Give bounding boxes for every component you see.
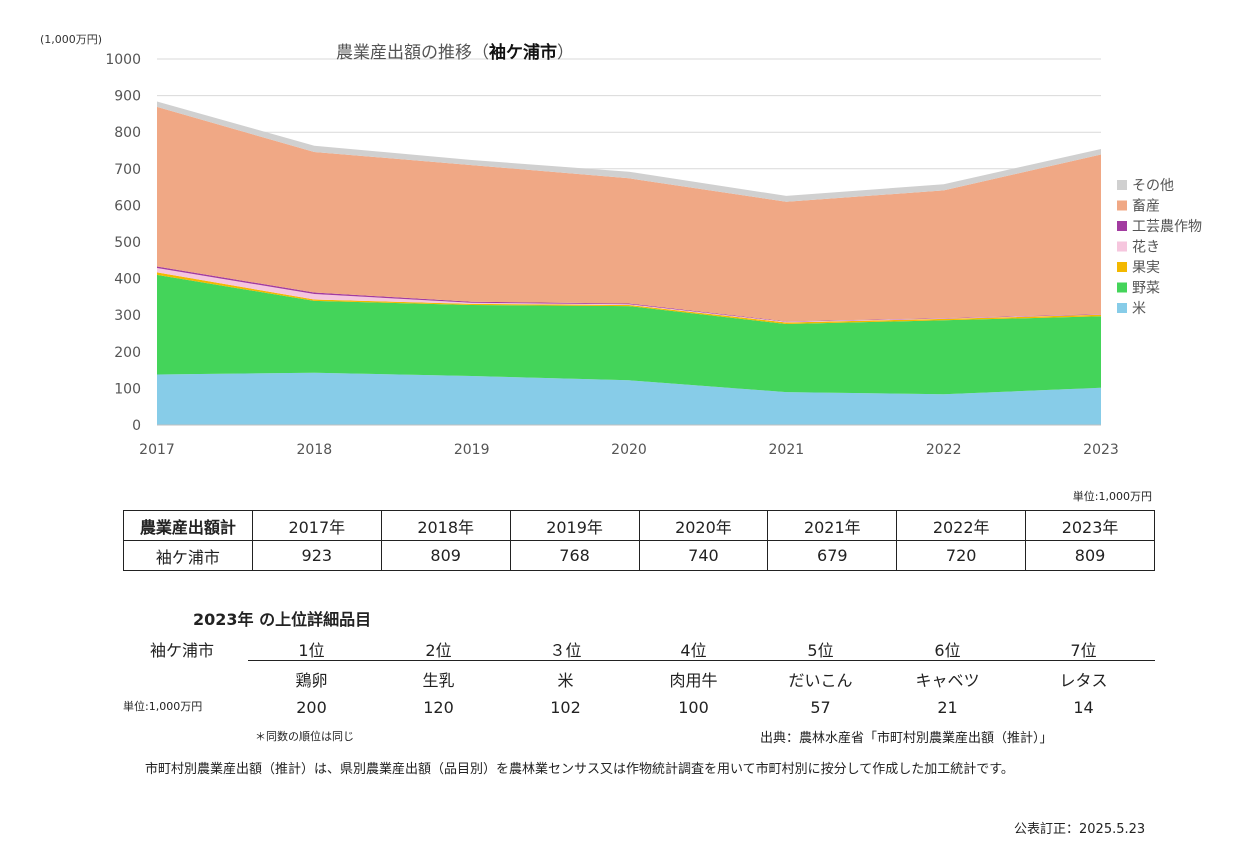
totals-table: 農業産出額計 2017年 2018年 2019年 2020年 2021年 202… [123, 510, 1155, 571]
x-tick-label: 2022 [926, 442, 962, 458]
year-header: 2018年 [380, 510, 511, 541]
published-date: 公表訂正：2025.5.23 [1014, 822, 1146, 837]
chart-title: 農業産出額の推移（袖ケ浦市） [336, 38, 574, 63]
area-chart: 0 100 200 300 400 500 600 700 800 900 1000 2017 2018… [105, 52, 1202, 458]
rank-label: 5位 [807, 641, 834, 660]
x-tick-label: 2023 [1083, 442, 1119, 458]
total-value: 768 [509, 540, 640, 571]
legend-label: 工芸農作物 [1132, 219, 1202, 235]
year-header: 2021年 [767, 510, 898, 541]
legend-swatch [1117, 303, 1127, 313]
legend-label: 野菜 [1132, 281, 1160, 297]
legend-swatch [1117, 180, 1127, 190]
rank-value: 200 [296, 698, 327, 717]
y-tick-label: 400 [114, 272, 141, 288]
y-tick-label: 300 [114, 308, 141, 324]
x-tick-label: 2017 [139, 442, 175, 458]
total-value: 740 [638, 540, 769, 571]
rank-item: 米 [557, 671, 574, 690]
total-value: 720 [896, 540, 1027, 571]
chart-axes: 0 100 200 300 400 500 600 700 800 900 1000 2017 2018… [105, 52, 1118, 458]
rank-label: 4位 [680, 641, 707, 660]
year-header: 2019年 [509, 510, 640, 541]
x-tick-label: 2018 [297, 442, 333, 458]
rank-item: だいこん [788, 671, 853, 690]
source-note: 出典：農林水産省「市町村別農業産出額（推計）」 [760, 731, 1053, 746]
ranking-title: 2023年 の上位詳細品目 [193, 610, 372, 629]
chart-areas [157, 101, 1101, 425]
totals-header-label: 農業産出額計 [123, 510, 253, 541]
chart-title-suffix: ） [557, 43, 574, 63]
rank-item: レタス [1059, 671, 1108, 690]
rank-value: 14 [1073, 698, 1094, 717]
y-tick-label: 700 [114, 162, 141, 178]
legend-swatch [1117, 221, 1127, 231]
totals-unit: 単位:1,000万円 [1072, 490, 1152, 503]
y-tick-label: 1000 [105, 52, 141, 68]
legend-swatch [1117, 282, 1127, 293]
rank-label: 2位 [425, 641, 452, 660]
legend-swatch [1117, 200, 1127, 211]
rank-label: 7位 [1070, 641, 1097, 660]
rank-value: 102 [550, 698, 581, 717]
legend-label: 花き [1132, 240, 1160, 256]
year-header: 2022年 [896, 510, 1027, 541]
rank-label: 1位 [298, 641, 325, 660]
description-note: 市町村別農業産出額（推計）は、県別農業産出額（品目別）を農林業センサス又は作物統… [145, 762, 1014, 777]
total-value: 809 [1025, 540, 1155, 571]
year-header: 2017年 [251, 510, 382, 541]
x-tick-label: 2020 [611, 442, 647, 458]
same-rank-note: ＊同数の順位は同じ [255, 730, 354, 743]
y-tick-label: 200 [114, 345, 141, 361]
rank-value: 57 [810, 698, 831, 717]
legend-label: 果実 [1132, 260, 1160, 276]
chart-title-prefix: 農業産出額の推移（ [336, 43, 489, 63]
y-tick-label: 800 [114, 125, 141, 141]
ranking-city: 袖ケ浦市 [150, 641, 215, 660]
x-tick-label: 2021 [769, 442, 805, 458]
y-tick-label: 500 [114, 235, 141, 251]
rank-label: ３位 [549, 641, 582, 660]
totals-row-label: 袖ケ浦市 [123, 540, 253, 571]
area-series [157, 268, 1101, 323]
y-tick-label: 900 [114, 89, 141, 105]
totals-value-row: 袖ケ浦市 923 809 768 740 679 720 809 [123, 540, 1155, 571]
y-tick-label: 600 [114, 198, 141, 214]
rank-item: キャベツ [915, 671, 980, 690]
legend-label: 米 [1132, 301, 1146, 317]
rank-item: 生乳 [422, 671, 455, 690]
chart-title-city: 袖ケ浦市 [489, 43, 557, 63]
rank-value: 100 [678, 698, 709, 717]
legend-swatch [1117, 241, 1127, 252]
rank-value: 21 [937, 698, 958, 717]
y-tick-label: 100 [114, 381, 141, 397]
rank-item: 鶏卵 [295, 671, 328, 690]
area-series [157, 274, 1101, 395]
rank-value: 120 [423, 698, 454, 717]
area-series [157, 372, 1101, 425]
total-value: 679 [767, 540, 898, 571]
year-header: 2020年 [638, 510, 769, 541]
legend-label: その他 [1132, 178, 1174, 194]
ranking-divider [248, 660, 1155, 661]
rank-label: 6位 [934, 641, 961, 660]
legend-swatch [1117, 262, 1127, 272]
area-series [157, 101, 1101, 202]
totals-header-row: 農業産出額計 2017年 2018年 2019年 2020年 2021年 202… [123, 510, 1155, 541]
rank-item: 肉用牛 [669, 671, 718, 690]
ranking-unit: 単位:1,000万円 [123, 700, 203, 713]
y-axis-unit: (1,000万円) [40, 33, 103, 46]
total-value: 809 [380, 540, 511, 571]
area-series [157, 106, 1101, 322]
x-tick-label: 2019 [454, 442, 490, 458]
total-value: 923 [251, 540, 382, 571]
legend-label: 畜産 [1132, 199, 1160, 215]
y-tick-label: 0 [132, 418, 141, 434]
year-header: 2023年 [1025, 510, 1155, 541]
